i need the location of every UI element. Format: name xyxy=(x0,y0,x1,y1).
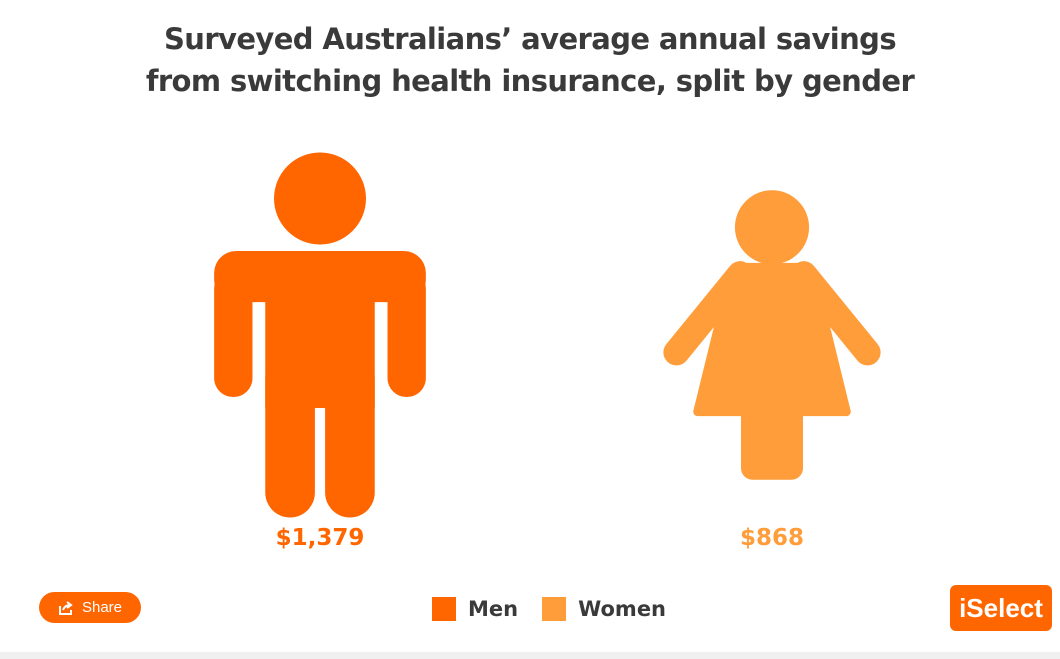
pictogram-icon xyxy=(214,152,426,518)
share-icon xyxy=(58,600,73,615)
head xyxy=(274,152,366,245)
chart-title: Surveyed Australians’ average annual sav… xyxy=(145,22,915,98)
pictogram-icon xyxy=(663,190,881,480)
share-button[interactable]: Share xyxy=(39,592,141,623)
legend-item: Women xyxy=(542,597,666,621)
leg xyxy=(265,353,315,518)
head xyxy=(734,190,810,265)
legend-swatch xyxy=(542,597,567,621)
leg xyxy=(325,353,375,518)
arms xyxy=(663,261,881,366)
share-label: Share xyxy=(81,599,123,616)
value-label: $1,379 xyxy=(276,525,365,551)
legend-item: Men xyxy=(432,597,518,621)
legend-label: Men xyxy=(468,597,519,621)
arm xyxy=(214,269,253,398)
value-label: $868 xyxy=(740,525,804,551)
arm xyxy=(387,269,426,398)
legs xyxy=(741,404,803,480)
logo[interactable]: iSelect xyxy=(950,585,1052,631)
legend-swatch xyxy=(432,597,456,621)
footer-bar xyxy=(0,652,1060,659)
legend: Men Women xyxy=(432,597,690,621)
legend-label: Women xyxy=(578,597,667,621)
